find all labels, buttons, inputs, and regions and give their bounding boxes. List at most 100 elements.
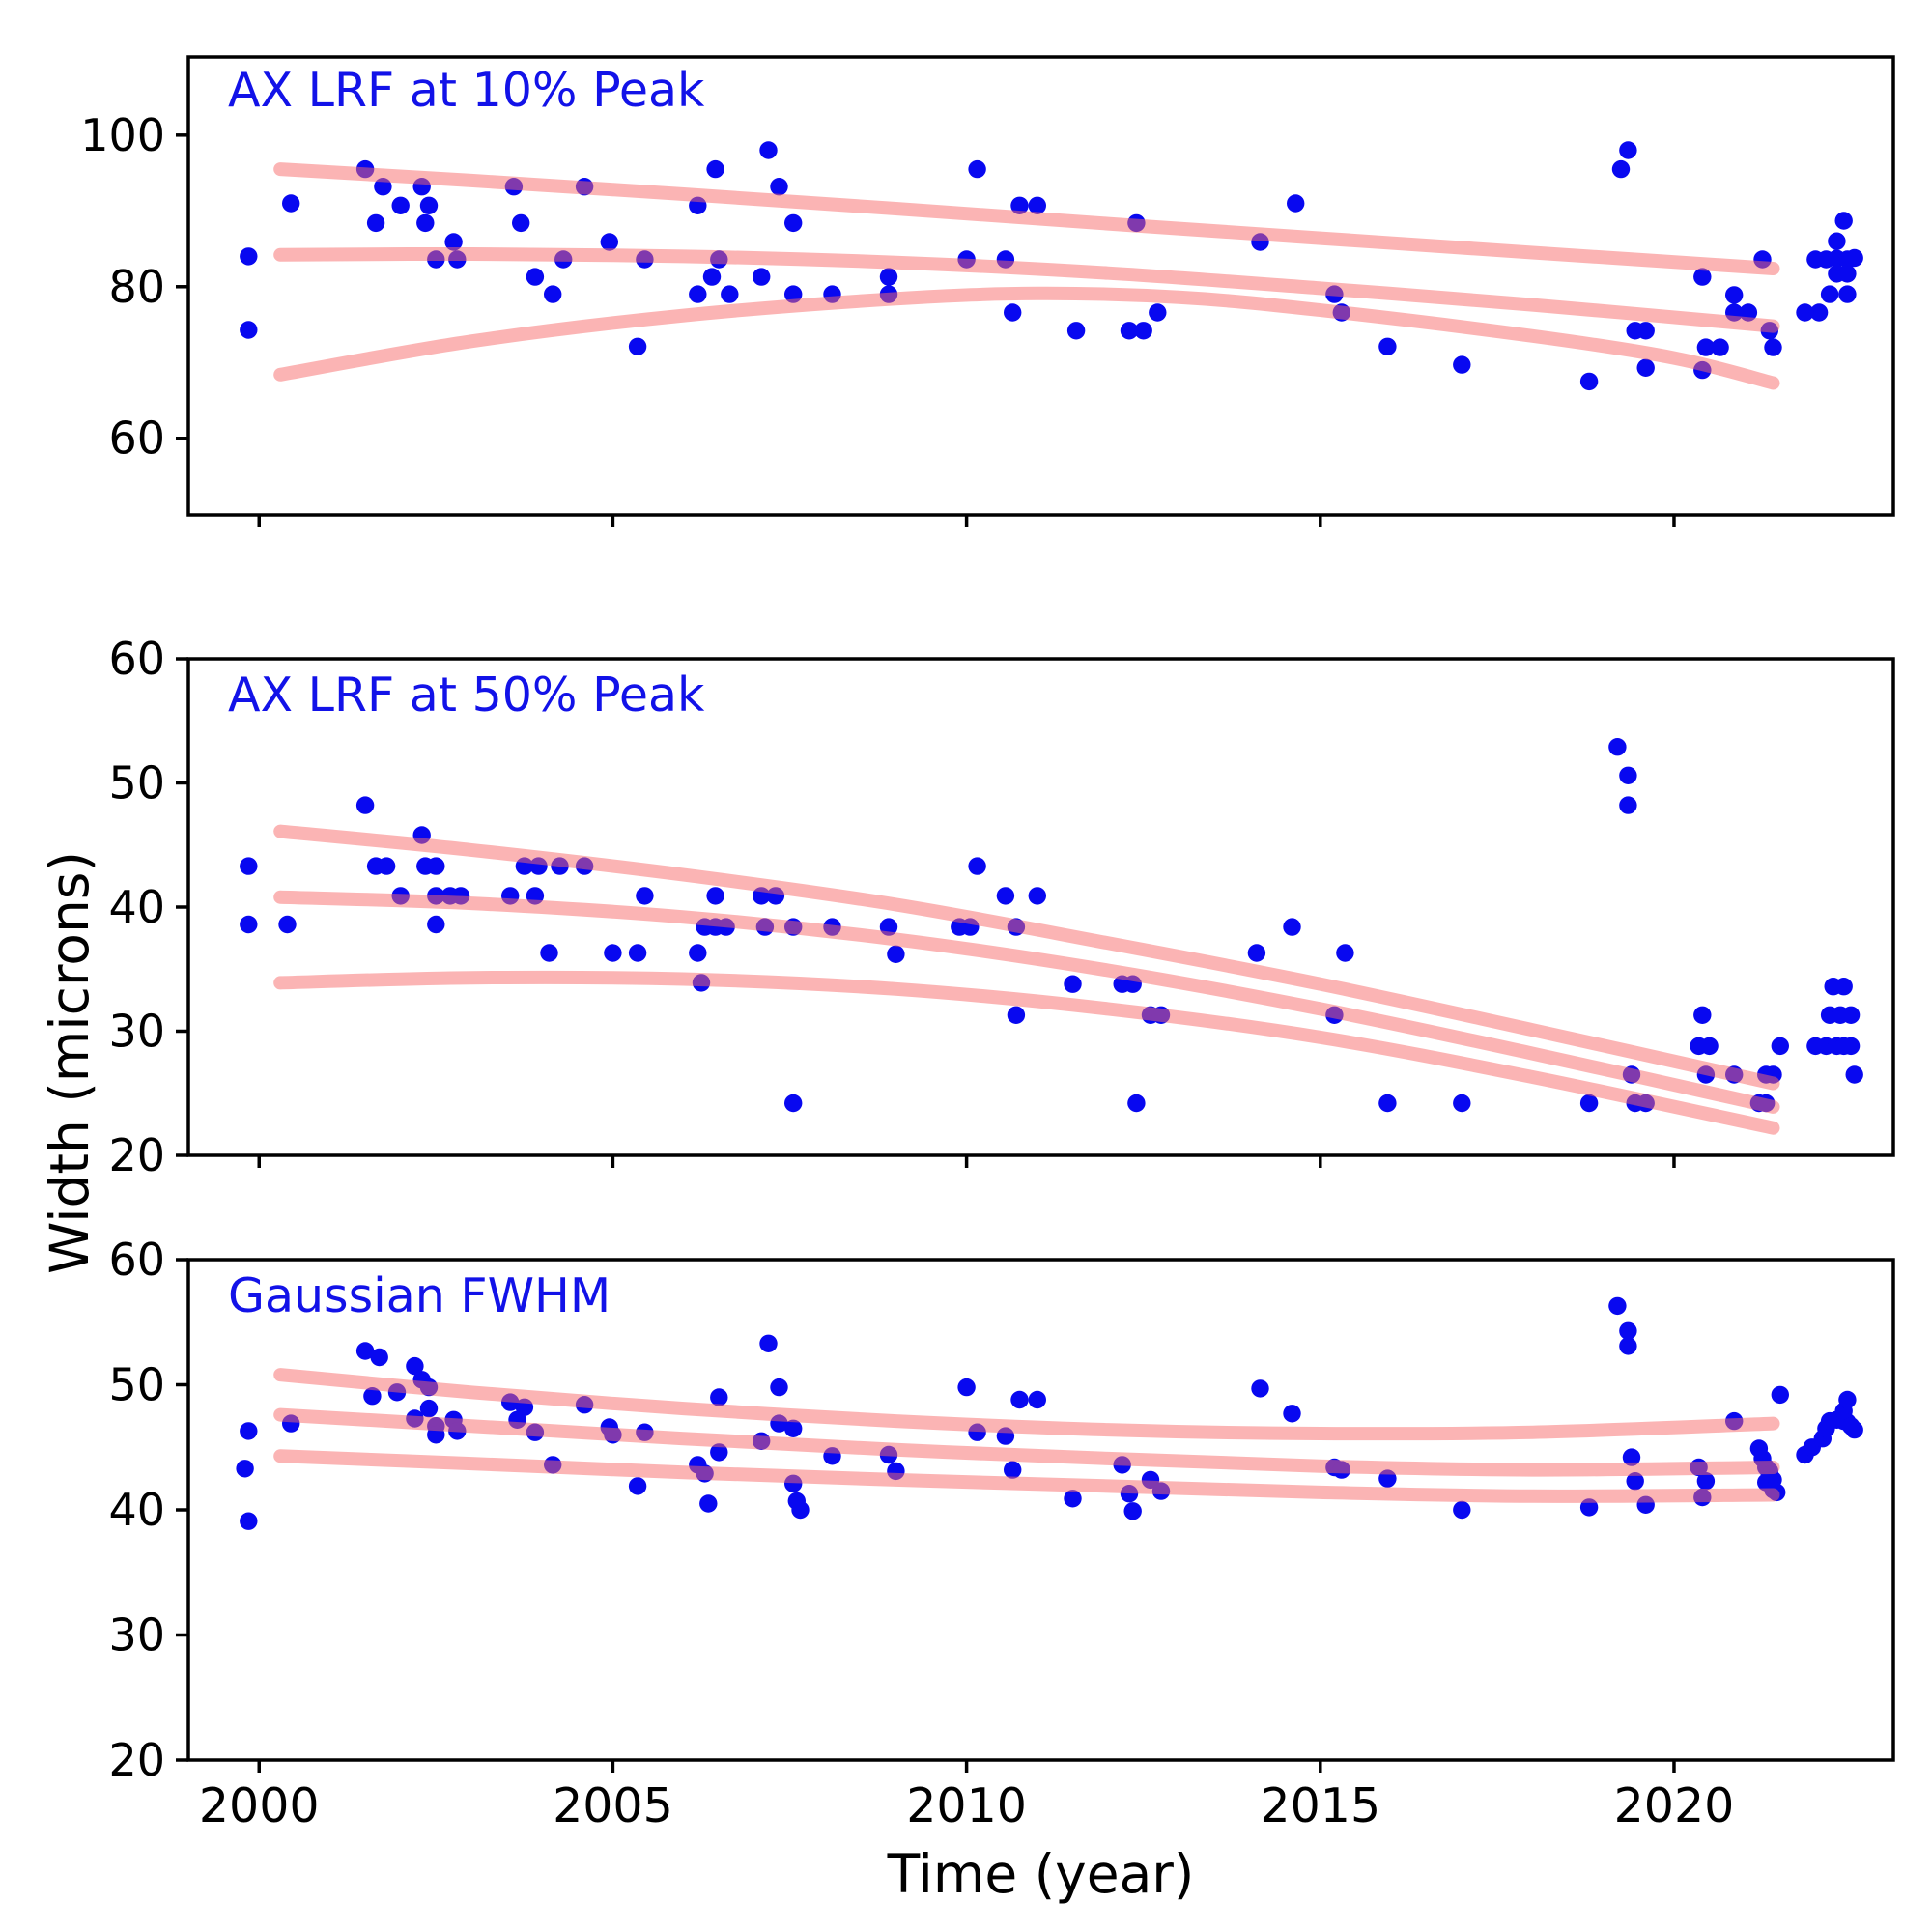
data-point [512, 213, 530, 233]
y-axis-label: Width (microns) [39, 851, 100, 1274]
trend-line-lower [273, 286, 1780, 390]
trend-line-middle [273, 246, 1780, 333]
data-point [1608, 1296, 1627, 1316]
data-point [1845, 1420, 1863, 1439]
panel-3-frame [186, 1258, 1895, 1762]
y-tick-label: 60 [108, 633, 165, 685]
data-point [1626, 1472, 1644, 1491]
data-point [1619, 1337, 1637, 1355]
data-point [240, 1422, 258, 1440]
panel-2-plot-area [240, 738, 1863, 1135]
data-point [791, 1500, 810, 1520]
data-point [784, 285, 803, 303]
data-point [1064, 975, 1082, 993]
data-point [1834, 212, 1853, 230]
y-tick-label: 100 [80, 109, 165, 161]
data-point [1725, 286, 1744, 304]
data-point [1809, 303, 1829, 322]
data-point [544, 285, 562, 303]
data-point [1696, 1472, 1716, 1491]
data-point [784, 213, 803, 233]
data-point [1838, 1390, 1857, 1409]
data-point [1028, 196, 1047, 214]
data-point [1838, 265, 1857, 283]
data-point [1010, 1390, 1029, 1409]
data-point [427, 915, 445, 934]
data-point [406, 1356, 424, 1376]
data-point [1004, 1461, 1022, 1479]
data-point [1004, 303, 1022, 322]
y-tick-label: 40 [108, 1484, 165, 1536]
y-tick-label: 60 [108, 412, 165, 465]
data-point [1453, 1094, 1471, 1113]
data-point [1064, 1490, 1082, 1508]
data-point [1622, 1448, 1641, 1466]
data-point [1287, 194, 1305, 213]
data-point [1841, 1037, 1861, 1056]
y-tick-label: 20 [108, 1129, 165, 1181]
data-point [887, 945, 905, 963]
data-point [706, 887, 724, 905]
y-tick-label: 30 [108, 1006, 165, 1058]
data-point [628, 337, 647, 355]
data-point [240, 321, 258, 339]
data-point [1834, 978, 1853, 996]
data-point [1247, 944, 1266, 962]
data-point [628, 1477, 647, 1495]
data-point [1845, 1065, 1863, 1084]
data-point [391, 196, 410, 214]
data-point [1251, 1379, 1269, 1398]
data-point [1700, 1037, 1719, 1056]
data-point [759, 141, 778, 159]
x-tick-label: 2000 [199, 1778, 320, 1833]
data-point [1120, 322, 1139, 340]
data-point [721, 285, 739, 303]
data-point [636, 887, 654, 905]
data-point [363, 1387, 382, 1406]
data-point [604, 944, 622, 962]
data-point [753, 268, 771, 286]
trend-line-middle [273, 890, 1780, 1114]
data-point [1820, 285, 1839, 303]
data-point [240, 247, 258, 266]
data-point [1378, 337, 1397, 355]
trend-line-middle [273, 1407, 1780, 1477]
data-point [710, 1443, 728, 1462]
x-axis-label: Time (year) [887, 1843, 1195, 1905]
data-point [278, 915, 297, 934]
data-point [1693, 1006, 1712, 1025]
data-point [1336, 944, 1354, 962]
y-tick-label: 80 [108, 261, 165, 313]
x-tick-label: 2010 [906, 1778, 1027, 1833]
data-point [419, 1399, 439, 1418]
data-point [1828, 232, 1846, 250]
data-point [770, 178, 788, 196]
y-tick-label: 40 [108, 881, 165, 933]
data-point [1149, 303, 1167, 322]
data-point [1066, 322, 1086, 340]
y-tick-label: 30 [108, 1609, 165, 1662]
data-point [1453, 355, 1471, 374]
data-point [240, 1512, 258, 1530]
data-point [240, 915, 258, 934]
data-point [1579, 1094, 1599, 1113]
data-point [1841, 1006, 1861, 1025]
data-point [1771, 1037, 1790, 1056]
data-point [355, 796, 375, 814]
data-point [1134, 322, 1152, 340]
panel-1-plot-area [240, 141, 1863, 391]
data-point [282, 194, 300, 213]
data-point [1283, 918, 1301, 936]
data-point [444, 233, 463, 251]
x-tick-label: 2015 [1260, 1778, 1380, 1833]
data-point [1619, 796, 1637, 814]
data-point [702, 268, 722, 286]
data-point [1283, 1405, 1301, 1423]
data-point [366, 213, 385, 233]
panel2-title: AX LRF at 50% Peak [228, 668, 705, 723]
data-point [1838, 285, 1857, 303]
data-point [1007, 1006, 1026, 1025]
data-point [1028, 887, 1047, 905]
y-tick-label: 50 [108, 757, 165, 810]
